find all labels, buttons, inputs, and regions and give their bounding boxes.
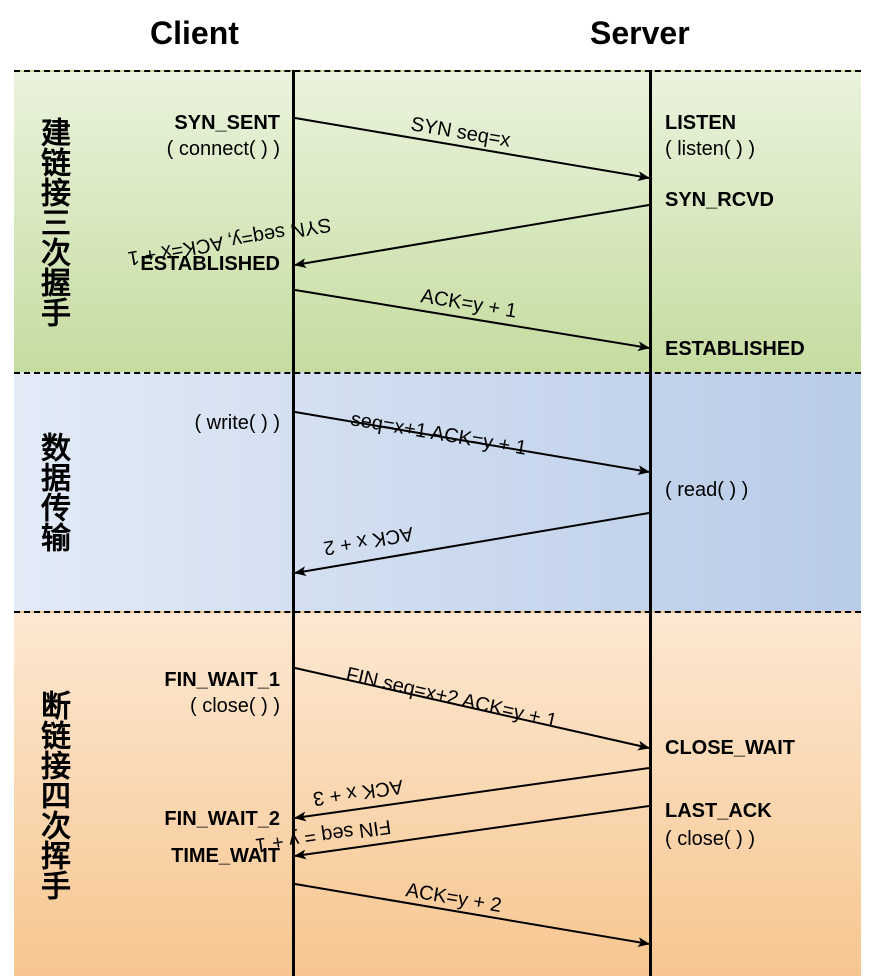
state-syn-rcvd: SYN_RCVD <box>665 189 774 212</box>
state-listen-sub: ( listen( ) ) <box>665 138 755 161</box>
section-label-transfer: 数据传输 <box>30 412 74 572</box>
header-client: Client <box>150 15 239 52</box>
state-fin-wait-1: FIN_WAIT_1 <box>164 669 280 692</box>
header: Client Server <box>0 0 875 70</box>
state-established-server: ESTABLISHED <box>665 338 805 361</box>
state-syn-sent-sub: ( connect( ) ) <box>167 138 280 161</box>
state-read-sub: ( read( ) ) <box>665 479 748 502</box>
state-fin-wait-2: FIN_WAIT_2 <box>164 808 280 831</box>
state-write-sub: ( write( ) ) <box>194 412 280 435</box>
timeline-client <box>292 70 295 976</box>
state-last-ack: LAST_ACK <box>665 800 772 823</box>
state-fin-wait-1-sub: ( close( ) ) <box>190 695 280 718</box>
state-syn-sent: SYN_SENT <box>174 112 280 135</box>
state-time-wait: TIME_WAIT <box>171 845 280 868</box>
state-close-wait: CLOSE_WAIT <box>665 737 795 760</box>
state-established-client: ESTABLISHED <box>140 253 280 276</box>
section-teardown <box>14 611 861 976</box>
header-server: Server <box>590 15 690 52</box>
state-last-ack-sub: ( close( ) ) <box>665 828 755 851</box>
section-label-teardown: 断链接四次挥手 <box>30 670 74 920</box>
tcp-sequence-diagram: Client Server 建链接三次握手 数据传输 断链接四次挥手 SYN_S… <box>0 0 875 976</box>
state-listen: LISTEN <box>665 112 736 135</box>
timeline-server <box>649 70 652 976</box>
section-label-handshake: 建链接三次握手 <box>30 112 74 332</box>
